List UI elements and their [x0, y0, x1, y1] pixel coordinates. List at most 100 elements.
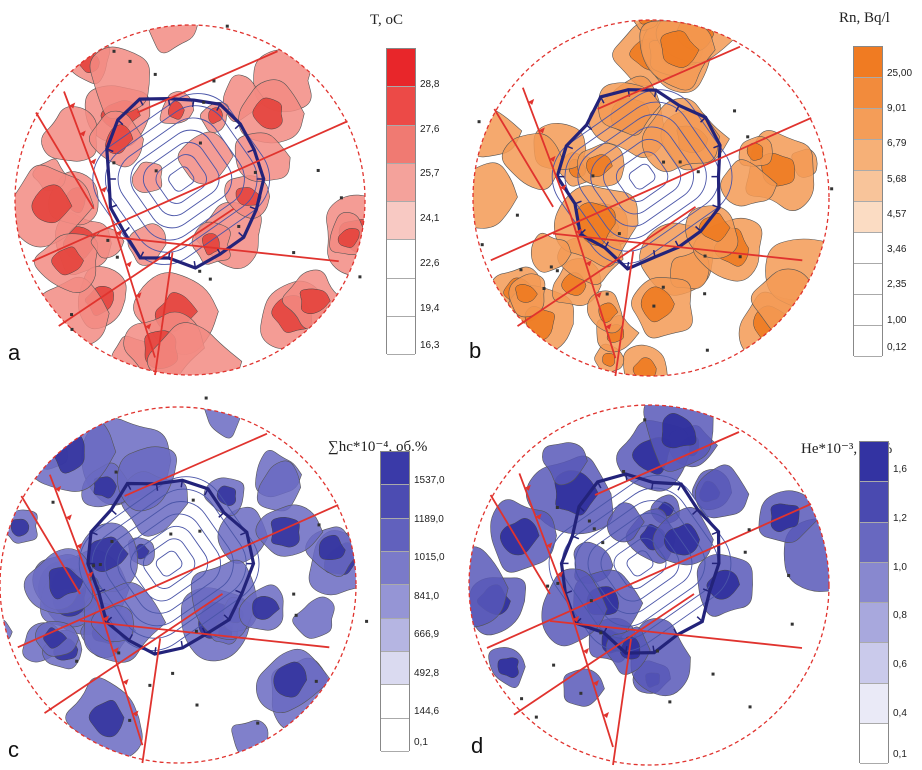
- panel-letter-c: c: [8, 737, 19, 762]
- rim-hachure: [702, 588, 710, 593]
- sample-point: [747, 528, 751, 532]
- structure-contour: [615, 151, 669, 202]
- thrust-barb: [69, 102, 76, 109]
- legend-tick-label: 666,9: [414, 629, 440, 641]
- fault-line: [489, 494, 551, 595]
- legend-swatch: [860, 482, 888, 523]
- sample-point: [70, 313, 74, 317]
- thrust-barb: [55, 485, 62, 492]
- legend-swatch: [854, 171, 882, 202]
- sample-point: [515, 213, 519, 217]
- anomaly-core: [252, 595, 280, 620]
- study-area-boundary: [472, 19, 830, 377]
- rim-hachure: [216, 103, 221, 111]
- thrust-barb: [538, 127, 545, 134]
- anomaly-core: [318, 534, 346, 560]
- rim-hachure: [651, 482, 654, 490]
- sample-point: [212, 79, 216, 83]
- rim-hachure: [711, 530, 719, 535]
- structure-contour: [590, 126, 694, 227]
- legend-tick-label: 0,1: [414, 737, 428, 748]
- legend-tick-label: 6,79: [887, 138, 907, 150]
- sample-point: [655, 649, 659, 653]
- thrust-barb: [79, 130, 86, 137]
- rim-hachure: [105, 616, 113, 623]
- legend-swatch: [860, 723, 888, 764]
- fault-line: [93, 234, 339, 263]
- sample-point: [743, 550, 747, 554]
- anomaly-core: [664, 523, 700, 556]
- rim-hachure: [126, 483, 132, 491]
- legend-swatch: [854, 326, 882, 357]
- legend-tick-label: 25,00: [887, 67, 913, 79]
- rim-hachure: [675, 105, 680, 113]
- sample-point: [204, 396, 208, 400]
- fault-line: [48, 474, 144, 746]
- anomaly-zone: [117, 446, 177, 512]
- legend-swatch: [381, 718, 409, 752]
- sample-point: [253, 170, 257, 174]
- rim-hachure: [247, 148, 255, 153]
- legend-tick-label: 5,68: [887, 173, 907, 185]
- sample-point: [292, 251, 296, 255]
- sample-point: [477, 120, 481, 124]
- rim-hachure: [204, 488, 209, 496]
- sample-point: [733, 109, 737, 113]
- sample-point: [117, 651, 121, 655]
- legend-bar-c: [380, 451, 410, 752]
- rim-hachure: [653, 250, 656, 258]
- sample-point: [191, 498, 195, 502]
- legend-swatch: [854, 78, 882, 109]
- sample-point: [703, 254, 707, 258]
- rim-hachure: [572, 535, 580, 540]
- sample-point: [703, 292, 707, 296]
- legend-swatch: [387, 202, 415, 241]
- legend-tick-label: 22,6: [420, 258, 440, 270]
- panel-letter-a: a: [8, 340, 21, 365]
- fault-line: [486, 503, 812, 649]
- fault-line: [612, 638, 632, 766]
- legend-title-c: ∑hc*10⁻⁴, об.%: [328, 439, 428, 455]
- legend-tick-label: 27,6: [420, 123, 440, 135]
- anomaly-core: [497, 657, 519, 678]
- sample-point: [520, 697, 524, 701]
- legend-tick-label: 1,2: [893, 512, 907, 524]
- legend-tick-label: 3,46: [887, 244, 907, 256]
- sample-point: [534, 715, 538, 719]
- legend-tick-label: 1,6: [893, 463, 907, 475]
- structure-contour: [603, 138, 682, 215]
- anomaly-zone: [292, 596, 335, 639]
- fault-line: [154, 252, 174, 376]
- sample-point: [112, 161, 116, 165]
- rim-hachure: [574, 200, 582, 205]
- sample-point: [589, 599, 593, 603]
- sample-point: [148, 683, 152, 687]
- sample-point: [601, 541, 605, 545]
- thrust-barb: [125, 261, 132, 268]
- panel-a: T, oC 28,8 27,6 25,7 24,1 22,6 19,4 16,3 a: [0, 0, 461, 385]
- sample-point: [316, 168, 320, 172]
- thrust-barb: [65, 514, 72, 521]
- sample-point: [696, 170, 700, 174]
- anomaly-core: [640, 286, 675, 323]
- fault-line: [513, 593, 695, 716]
- legend-tick-label: 0,1: [893, 749, 907, 760]
- sample-point: [549, 265, 553, 269]
- sample-point: [70, 327, 74, 331]
- anomaly-core: [337, 228, 360, 248]
- legend-tick-label: 2,35: [887, 279, 907, 291]
- sample-point: [643, 418, 647, 422]
- anomaly-core: [746, 142, 764, 161]
- legend-swatch: [381, 585, 409, 619]
- rim-hachure: [98, 588, 106, 593]
- thrust-barb: [76, 542, 83, 549]
- legend-tick-label: 24,1: [420, 213, 440, 225]
- legend-swatch: [860, 522, 888, 563]
- anomaly-core: [660, 30, 700, 68]
- structure-contour: [574, 500, 706, 627]
- sample-point: [605, 292, 609, 296]
- sample-point: [195, 703, 199, 707]
- legend-tick-label: 4,57: [887, 208, 907, 220]
- rim-hachure: [235, 589, 243, 594]
- rim-hachure: [180, 640, 184, 649]
